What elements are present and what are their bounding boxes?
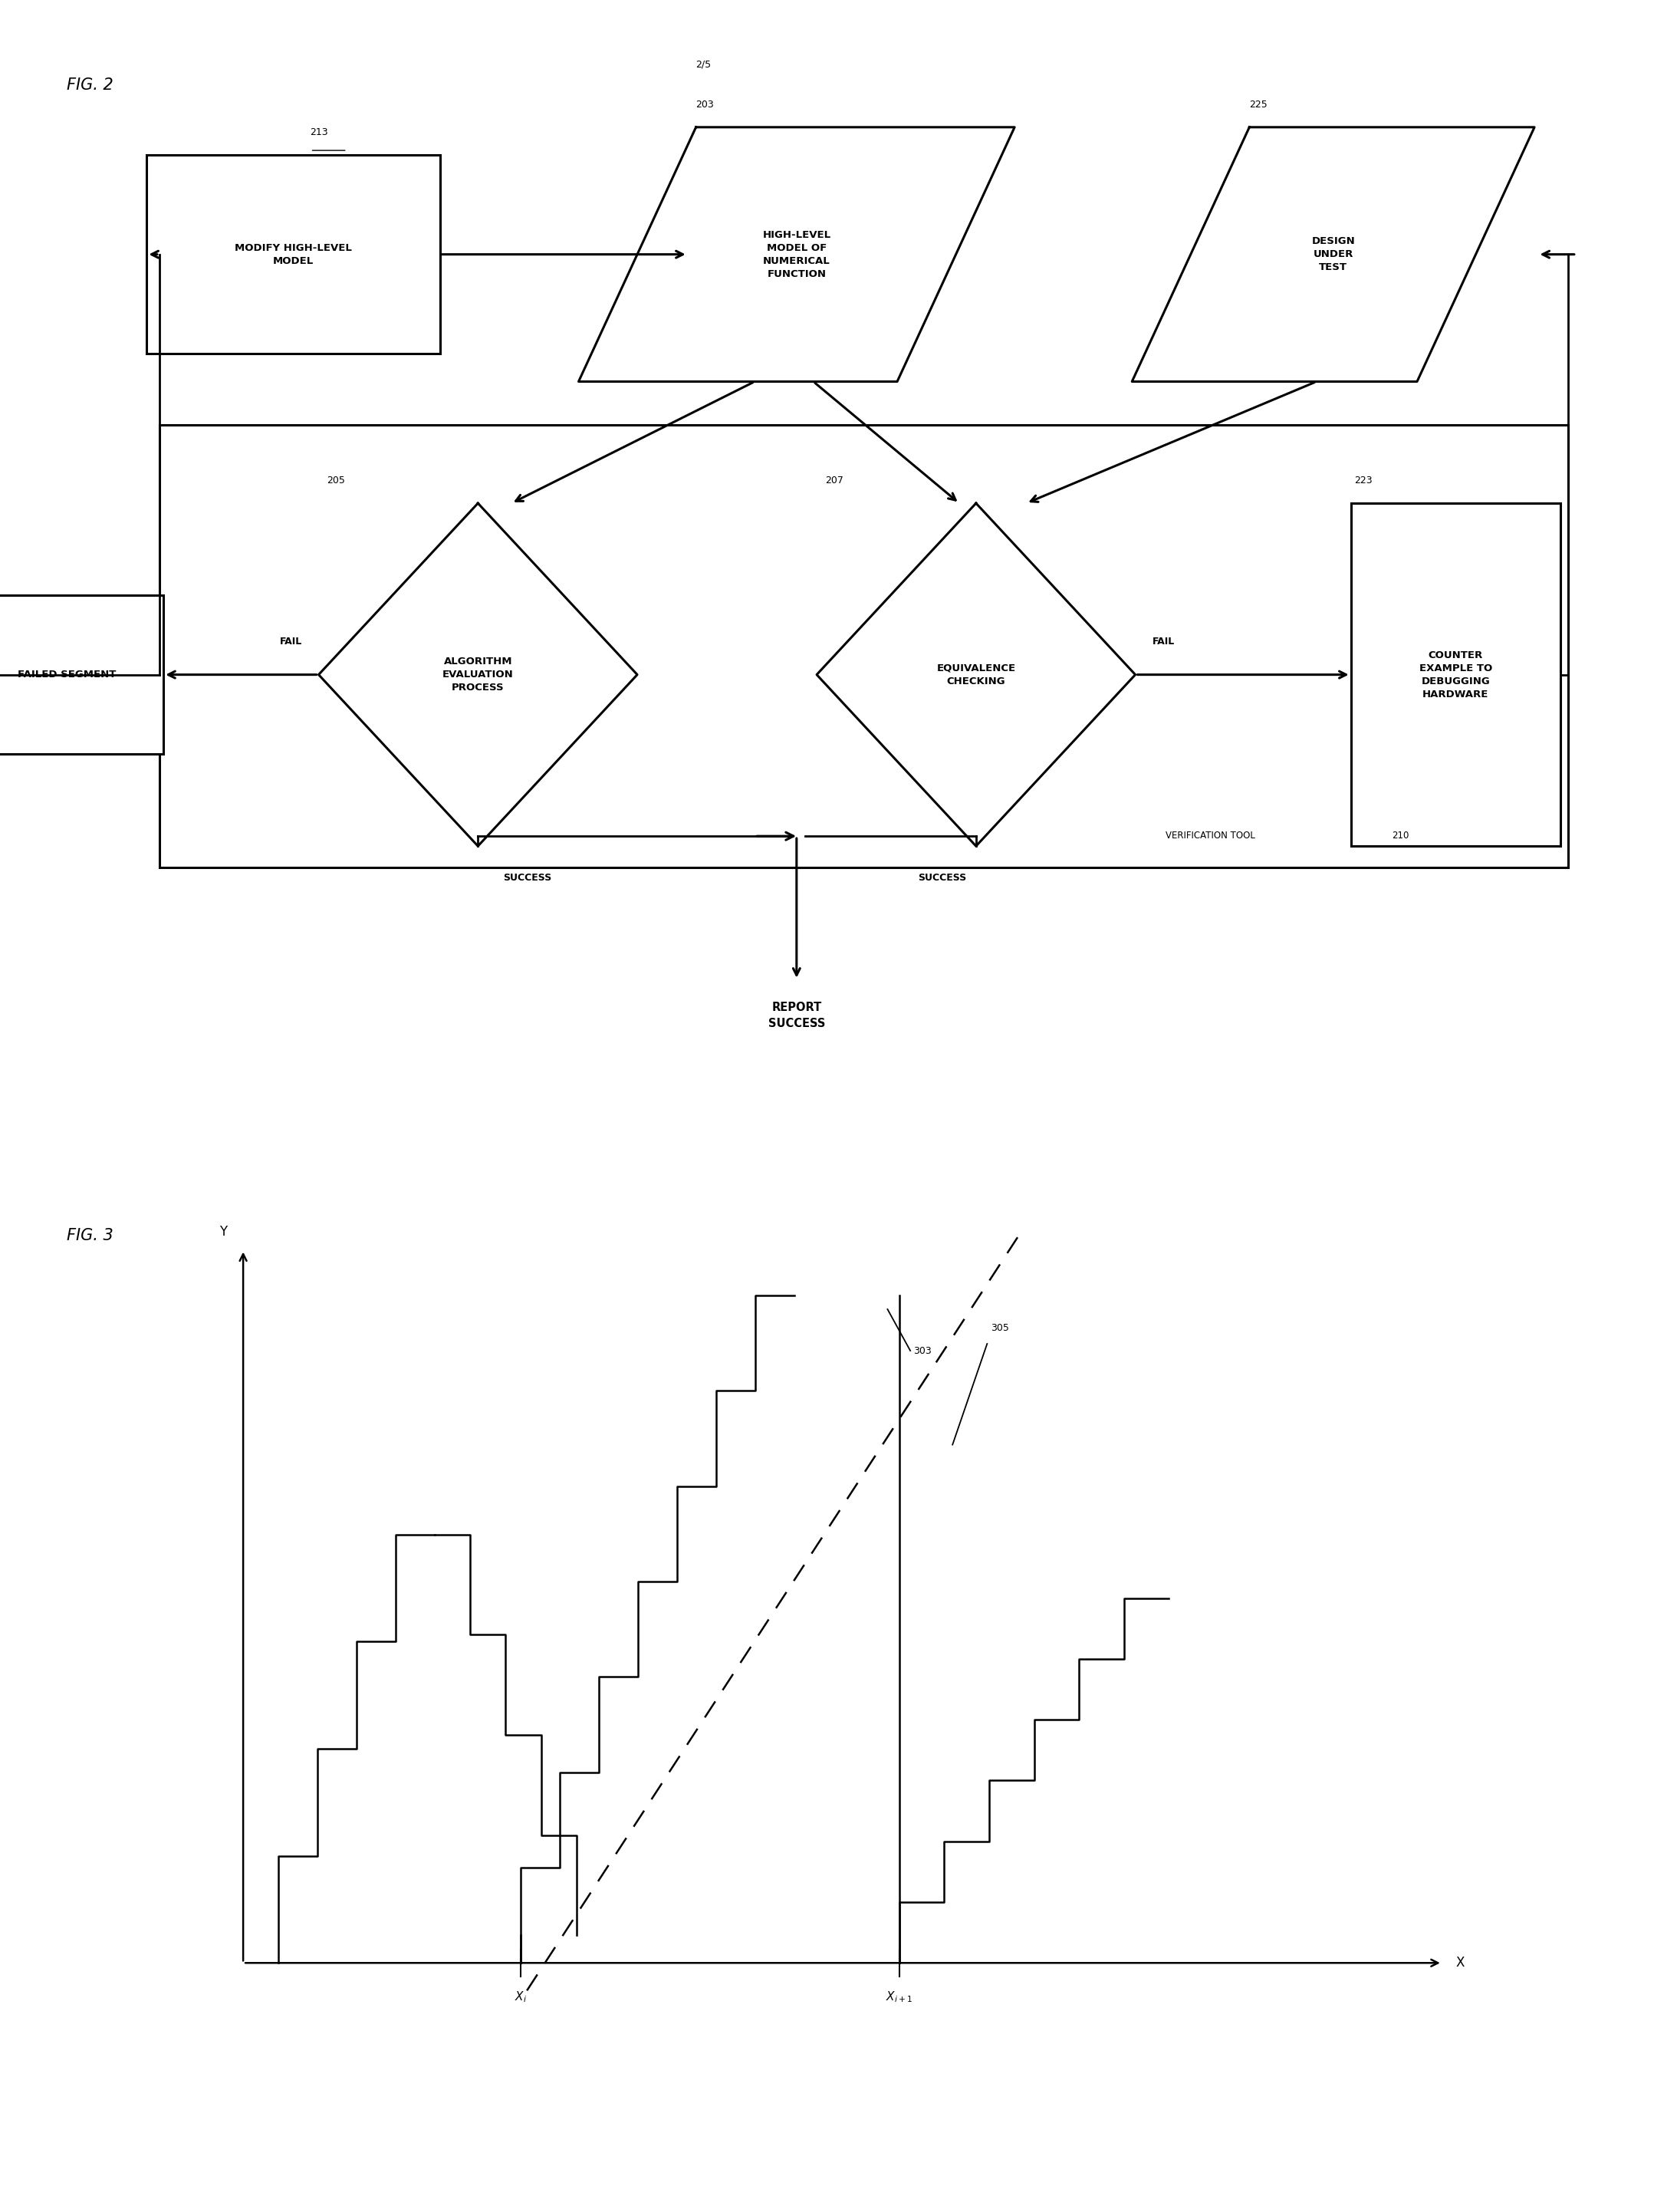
Polygon shape bbox=[319, 504, 637, 847]
Polygon shape bbox=[1132, 126, 1534, 380]
Text: 207: 207 bbox=[825, 476, 844, 487]
Text: 2/5: 2/5 bbox=[696, 60, 711, 69]
Text: SUCCESS: SUCCESS bbox=[919, 874, 966, 883]
Text: VERIFICATION TOOL: VERIFICATION TOOL bbox=[1166, 830, 1258, 841]
Text: 213: 213 bbox=[310, 126, 329, 137]
Text: 210: 210 bbox=[1392, 830, 1409, 841]
Text: $X_i$: $X_i$ bbox=[515, 1989, 527, 2004]
Bar bbox=[0, 595, 164, 754]
Text: $X_{i+1}$: $X_{i+1}$ bbox=[885, 1989, 912, 2004]
Text: X: X bbox=[1456, 1955, 1464, 1971]
Text: COUNTER
EXAMPLE TO
DEBUGGING
HARDWARE: COUNTER EXAMPLE TO DEBUGGING HARDWARE bbox=[1419, 650, 1493, 699]
Text: 225: 225 bbox=[1249, 100, 1268, 108]
Text: FIG. 3: FIG. 3 bbox=[67, 1228, 114, 1243]
Bar bbox=[148, 155, 439, 354]
Text: 203: 203 bbox=[696, 100, 714, 108]
Text: ALGORITHM
EVALUATION
PROCESS: ALGORITHM EVALUATION PROCESS bbox=[443, 657, 513, 692]
Text: 205: 205 bbox=[327, 476, 345, 487]
Text: SUCCESS: SUCCESS bbox=[503, 874, 552, 883]
Text: 303: 303 bbox=[914, 1345, 932, 1356]
Text: HIGH-LEVEL
MODEL OF
NUMERICAL
FUNCTION: HIGH-LEVEL MODEL OF NUMERICAL FUNCTION bbox=[763, 230, 830, 279]
Text: REPORT
SUCCESS: REPORT SUCCESS bbox=[768, 1002, 825, 1029]
Bar bbox=[1352, 504, 1560, 847]
Polygon shape bbox=[817, 504, 1135, 847]
Text: DESIGN
UNDER
TEST: DESIGN UNDER TEST bbox=[1311, 237, 1355, 272]
Text: FAIL: FAIL bbox=[280, 637, 302, 646]
Text: FAIL: FAIL bbox=[1152, 637, 1174, 646]
Text: MODIFY HIGH-LEVEL
MODEL: MODIFY HIGH-LEVEL MODEL bbox=[235, 243, 352, 265]
Text: FIG. 2: FIG. 2 bbox=[67, 77, 114, 93]
Text: Y: Y bbox=[220, 1225, 226, 1239]
Text: FAILED SEGMENT: FAILED SEGMENT bbox=[18, 670, 116, 679]
Text: 305: 305 bbox=[991, 1323, 1010, 1332]
Bar bbox=[159, 425, 1568, 867]
Text: 223: 223 bbox=[1355, 476, 1372, 487]
Text: EQUIVALENCE
CHECKING: EQUIVALENCE CHECKING bbox=[936, 664, 1016, 686]
Polygon shape bbox=[579, 126, 1015, 380]
